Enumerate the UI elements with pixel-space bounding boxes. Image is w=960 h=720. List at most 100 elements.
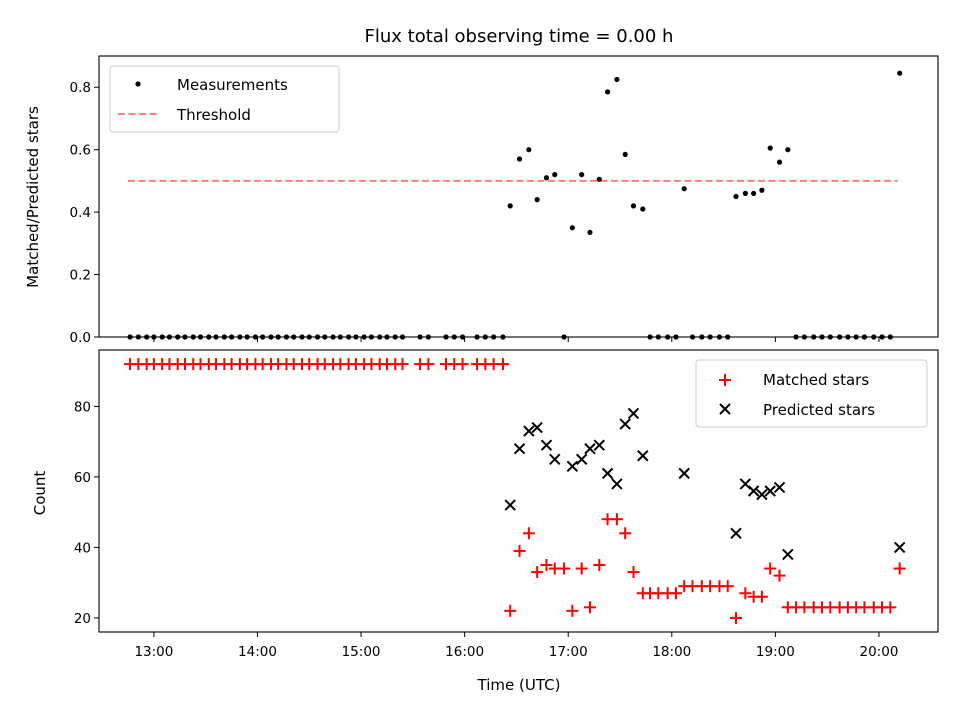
predicted-star-point	[549, 453, 561, 465]
x-tick-label: 18:00	[652, 644, 691, 660]
predicted-star-point	[678, 467, 690, 480]
predicted-star-point	[513, 442, 526, 455]
measurement-point	[534, 197, 540, 203]
measurement-point	[733, 193, 739, 200]
legend-matched-marker	[719, 374, 731, 386]
predicted-star-point	[627, 407, 640, 420]
matched-star-point	[669, 587, 682, 600]
top-plot-frame	[98, 55, 939, 338]
matched-star-point	[540, 559, 553, 572]
predicted-star-point	[523, 425, 535, 437]
predicted-star-point	[893, 541, 906, 554]
predicted-star-point	[593, 439, 605, 451]
x-tick-label: 20:00	[860, 644, 899, 660]
measurement-point	[552, 172, 558, 178]
bottom-y-ticks: 20 40 60 80	[74, 399, 99, 627]
measurement-point	[622, 151, 628, 157]
measurement-point	[742, 190, 748, 196]
matched-star-point	[610, 513, 623, 526]
x-tick-label: 15:00	[342, 644, 381, 660]
predicted-star-point	[764, 485, 776, 497]
bottom-y-tick-label: 20	[74, 611, 91, 627]
predicted-star-point	[619, 418, 631, 430]
matched-star-point	[739, 587, 752, 600]
matched-star-point	[566, 604, 579, 617]
x-tick-label: 17:00	[549, 644, 588, 660]
matched-star-point	[593, 559, 606, 572]
bottom-plot-frame	[98, 349, 939, 633]
measurement-point	[587, 229, 593, 236]
matched-star-point	[396, 358, 409, 371]
measurement-point	[897, 70, 903, 76]
legend-box	[695, 359, 928, 428]
measurement-point	[579, 172, 585, 178]
matched-star-point	[884, 601, 897, 614]
measurement-point	[569, 225, 575, 231]
bottom-y-tick-label: 60	[74, 470, 91, 486]
top-y-tick-label: 0.8	[70, 80, 91, 96]
predicted-star-point	[540, 439, 553, 451]
matched-star-point	[496, 358, 509, 371]
top-legend: Measurements Threshold	[109, 65, 340, 133]
bottom-y-tick-label: 80	[74, 399, 91, 415]
top-y-ticks: 0.0 0.2 0.4 0.6 0.8	[70, 80, 99, 346]
measurement-point	[630, 203, 637, 209]
predicted-star-point	[637, 450, 649, 462]
matched-star-point	[721, 580, 734, 593]
legend-matched-label: Matched stars	[763, 371, 869, 389]
top-y-axis-label: Matched/Predicted stars	[24, 106, 42, 288]
matched-star-point	[627, 566, 640, 579]
matched-star-point	[575, 562, 588, 575]
top-y-tick-label: 0.0	[70, 330, 91, 346]
legend-measurements-label: Measurements	[177, 76, 288, 94]
matched-star-point	[513, 544, 526, 557]
measurements-series	[127, 70, 903, 340]
bottom-y-axis-label: Count	[31, 471, 49, 516]
measurement-point	[759, 187, 765, 193]
measurement-point	[507, 203, 513, 209]
measurement-point	[776, 159, 783, 165]
predicted-star-point	[601, 467, 614, 480]
top-y-tick-label: 0.2	[70, 268, 91, 284]
top-y-tick-label: 0.4	[70, 205, 91, 221]
predicted-star-point	[773, 481, 786, 494]
matched-star-point	[504, 604, 517, 617]
chart-title: Flux total observing time = 0.00 h	[365, 26, 674, 47]
matched-star-point	[893, 562, 906, 575]
matched-star-point	[456, 358, 469, 371]
predicted-star-point	[747, 485, 760, 497]
predicted-star-point	[584, 442, 596, 455]
matched-star-point	[773, 569, 786, 582]
measurement-point	[640, 206, 646, 212]
predicted-star-point	[782, 548, 794, 561]
measurement-point	[604, 89, 611, 95]
matched-star-point	[422, 358, 435, 371]
bottom-y-tick-label: 40	[74, 540, 91, 556]
predicted-star-point	[566, 460, 579, 473]
top-y-tick-label: 0.6	[70, 143, 91, 159]
matched-star-point	[531, 566, 544, 579]
measurement-point	[681, 186, 687, 192]
x-tick-label: 14:00	[238, 644, 277, 660]
matched-star-point	[583, 601, 596, 614]
x-axis-label: Time (UTC)	[477, 676, 561, 694]
matched-star-point	[558, 562, 571, 575]
predicted-star-point	[756, 488, 768, 501]
measurement-point	[543, 175, 550, 181]
predicted-star-point	[575, 453, 588, 465]
measurement-point	[596, 176, 602, 182]
measurement-point	[767, 145, 773, 151]
matched-star-point	[755, 590, 768, 603]
measurement-point	[785, 147, 791, 153]
measurement-point	[516, 156, 523, 162]
x-tick-label: 13:00	[134, 644, 173, 660]
x-tick-label: 16:00	[445, 644, 484, 660]
measurement-point	[614, 76, 620, 83]
legend-predicted-marker	[719, 403, 731, 415]
predicted-star-point	[504, 499, 516, 511]
predicted-star-point	[531, 421, 543, 434]
measurement-point	[751, 190, 757, 196]
legend-measurements-marker	[135, 81, 141, 87]
predicted-star-point	[611, 478, 623, 490]
